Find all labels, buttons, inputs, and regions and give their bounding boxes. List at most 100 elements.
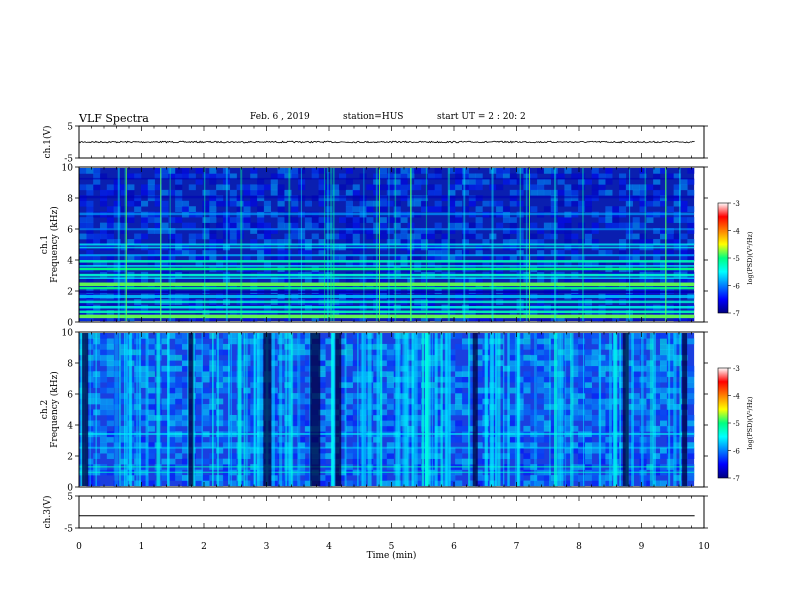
spectrogram-cell <box>291 475 299 481</box>
spectrogram-cell <box>127 255 135 262</box>
spectrogram-cell <box>639 189 647 196</box>
spectrogram-cell <box>291 414 299 421</box>
spectrogram-cell <box>86 200 94 207</box>
spectrogram-cell <box>284 420 292 427</box>
spectrogram-cell <box>619 365 627 372</box>
spectrogram-cell <box>632 442 640 449</box>
spectrogram-cell <box>325 398 333 405</box>
spectrogram-cell <box>386 217 394 223</box>
spectrogram-cell <box>379 420 388 427</box>
spectrogram-cell <box>550 168 558 174</box>
spectrogram-cell <box>653 168 661 174</box>
spectrogram-cell <box>666 249 674 256</box>
spectrogram-cell <box>564 260 572 267</box>
spectrogram-cell <box>434 189 442 196</box>
sferic-streak <box>332 168 335 321</box>
spectrogram-cell <box>181 414 190 421</box>
spectrogram-cell <box>86 168 94 174</box>
sferic-streak <box>286 333 288 486</box>
spectrogram-cell <box>502 376 511 383</box>
spectrogram-cell <box>154 184 162 191</box>
spectrogram-cell <box>619 239 627 245</box>
spectrogram-cell <box>523 178 531 185</box>
spectrogram-cell <box>195 315 203 322</box>
spectrogram-cell <box>373 189 381 196</box>
spectrogram-cell <box>666 217 674 223</box>
spectrogram-cell <box>591 447 599 454</box>
spectrogram-cell <box>571 184 579 191</box>
spectrogram-cell <box>222 173 231 180</box>
spectrogram-cell <box>571 442 579 449</box>
spectrogram-cell <box>277 333 285 339</box>
spectrogram-cell <box>537 333 545 339</box>
spectrogram-cell <box>632 260 640 267</box>
spectrogram-cell <box>277 239 285 245</box>
spectrogram-cell <box>304 447 312 454</box>
spectrogram-cell <box>345 338 353 345</box>
spectrogram-cell <box>455 184 463 191</box>
spectrogram-cell <box>127 200 135 207</box>
spectrogram-cell <box>448 480 456 487</box>
spectrogram-cell <box>516 249 524 256</box>
spectrogram-cell <box>175 217 183 223</box>
spectrogram-cell <box>537 228 545 234</box>
spectrogram-cell <box>106 233 114 240</box>
spectrogram-cell <box>564 447 572 454</box>
sferic-streak <box>375 168 378 321</box>
spectrogram-cell <box>673 189 681 196</box>
spectrogram-cell <box>400 404 408 410</box>
spectrogram-cell <box>550 222 558 229</box>
spectrogram-cell <box>461 343 470 350</box>
spectrogram-cell <box>325 404 333 410</box>
colorbar-tick-label: -4 <box>733 393 740 401</box>
spectrogram-cell <box>140 360 149 367</box>
spectrogram-cell <box>455 425 463 432</box>
spectrogram-cell <box>229 222 237 229</box>
spectrogram-cell <box>263 239 272 245</box>
spectrogram-cell <box>263 228 272 234</box>
spectrogram-cell <box>318 425 326 432</box>
spectrogram-cell <box>455 315 463 322</box>
spectrogram-cell <box>134 365 142 372</box>
spectrogram-cell <box>434 315 442 322</box>
spectrogram-cell <box>120 189 128 196</box>
spectrogram-cell <box>516 178 524 185</box>
sferic-streak <box>300 168 302 321</box>
spectrogram-cell <box>181 333 190 339</box>
spectrogram-cell <box>113 480 121 487</box>
spectrogram-cell <box>687 447 695 454</box>
colorbar-label: log(PSD)(V²/Hz) <box>746 396 754 449</box>
spectrogram-cell <box>325 475 333 481</box>
spectrogram-cell <box>427 249 435 256</box>
spectrogram-cell <box>243 255 251 262</box>
spectrogram-cell <box>147 453 155 459</box>
spectrogram-cell <box>99 371 108 378</box>
spectrogram-cell <box>591 404 599 410</box>
spectrogram-cell <box>598 354 606 361</box>
spectrogram-cell <box>448 475 456 481</box>
spectrogram-cell <box>284 354 292 361</box>
spectrogram-cell <box>591 398 599 405</box>
spectrogram-cell <box>379 447 388 454</box>
spectrogram-cell <box>448 206 456 213</box>
spectrogram-cell <box>318 189 326 196</box>
spectrogram-cell <box>352 222 360 229</box>
spectrogram-cell <box>619 387 627 394</box>
spectrogram-cell <box>202 376 210 383</box>
quiet-gap <box>682 333 688 486</box>
spectrogram-cell <box>366 233 374 240</box>
spectrogram-cell <box>434 458 442 465</box>
spectrogram-cell <box>523 442 531 449</box>
spectrogram-cell <box>584 453 592 459</box>
spectrogram-cell <box>222 255 231 262</box>
spectrogram-cell <box>598 398 606 405</box>
y-tick-label: 8 <box>67 360 73 370</box>
spectrogram-cell <box>134 277 142 284</box>
spectrogram-cell <box>386 387 394 394</box>
spectrogram-cell <box>161 398 169 405</box>
spectrogram-cell <box>461 398 470 405</box>
spectrogram-cell <box>298 409 306 416</box>
spectrogram-cell <box>530 173 538 180</box>
spectrogram-cell <box>625 420 633 427</box>
sferic-streak <box>156 333 160 486</box>
